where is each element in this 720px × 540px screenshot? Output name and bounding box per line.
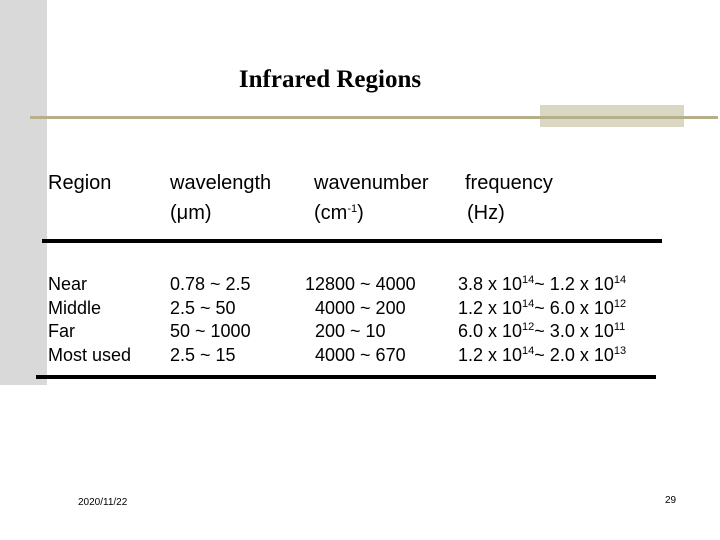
header-wavelength-label: wavelength — [170, 172, 272, 194]
freq-start-exp: 14 — [522, 297, 535, 310]
footer-date: 2020/11/22 — [78, 497, 128, 508]
freq-start: 1.2 x 10 — [458, 344, 523, 365]
freq-start-exp: 12 — [522, 321, 535, 333]
freq-end: ~ 1.2 x 10 — [534, 274, 614, 294]
header-rule — [42, 239, 662, 243]
frequency-cell: 1.2 x 1014~ 6.0 x 1012 — [458, 297, 626, 321]
wavenumber-column: 12800 ~ 4000 4000 ~ 200 200 ~ 10 4000 ~ … — [305, 273, 416, 367]
header-wavelength: wavelength (μm) — [170, 168, 271, 228]
freq-end: ~ 6.0 x 10 — [534, 297, 614, 318]
wavenumber-cell: 200 ~ 10 — [315, 321, 386, 341]
wavelength-unit-m: m — [188, 202, 205, 224]
freq-end-exp: 14 — [613, 274, 627, 286]
wavelength-cell: 2.5 ~ 15 — [170, 344, 236, 365]
freq-start: 6.0 x 10 — [458, 321, 523, 341]
wavenumber-cell: 4000 ~ 670 — [315, 344, 406, 365]
table-bottom-rule — [36, 375, 656, 379]
header-wavenumber-label: wavenumber — [314, 172, 429, 194]
header-frequency-unit: (Hz) — [467, 202, 505, 224]
freq-end: ~ 3.0 x 10 — [534, 321, 614, 341]
frequency-cell: 1.2 x 1014~ 2.0 x 1013 — [458, 344, 626, 368]
region-cell: Far — [48, 321, 75, 341]
wavenumber-cell: 12800 ~ 4000 — [305, 274, 416, 294]
wavelength-cell: 0.78 ~ 2.5 — [170, 274, 251, 294]
page-number: 29 — [665, 495, 677, 506]
freq-end-exp: 11 — [613, 321, 626, 333]
frequency-cell: 3.8 x 1014~ 1.2 x 1014 — [458, 273, 626, 297]
header-wavenumber: wavenumber (cm-1) — [314, 168, 429, 228]
freq-start: 1.2 x 10 — [458, 297, 523, 318]
wavenumber-unit-close: ) — [357, 202, 364, 224]
wavenumber-unit-base: (cm — [314, 202, 348, 224]
region-column: Near Middle Far Most used — [48, 273, 131, 367]
header-wavelength-unit: (μm) — [170, 202, 212, 224]
header-frequency: frequency (Hz) — [465, 168, 553, 228]
wavelength-cell: 2.5 ~ 50 — [170, 297, 236, 318]
header-wavenumber-unit: (cm-1) — [314, 198, 429, 228]
freq-start-exp: 14 — [522, 274, 535, 286]
freq-start: 3.8 x 10 — [458, 274, 523, 294]
wavelength-column: 0.78 ~ 2.5 2.5 ~ 50 50 ~ 1000 2.5 ~ 15 — [170, 273, 251, 367]
freq-end-exp: 13 — [613, 344, 627, 357]
frequency-cell: 6.0 x 1012~ 3.0 x 1011 — [458, 320, 626, 344]
slide-title: Infrared Regions — [238, 66, 422, 93]
wavenumber-cell: 4000 ~ 200 — [315, 297, 406, 318]
header-frequency-label: frequency — [465, 172, 553, 194]
mu-symbol: μ — [176, 202, 189, 224]
wavelength-cell: 50 ~ 1000 — [170, 321, 251, 341]
freq-end: ~ 2.0 x 10 — [534, 344, 614, 365]
left-sidebar-bar — [0, 0, 47, 385]
wavenumber-unit-exp: -1 — [347, 203, 358, 215]
region-cell: Near — [48, 274, 88, 294]
title-divider-line — [30, 116, 718, 119]
region-cell: Middle — [48, 297, 102, 318]
frequency-column: 3.8 x 1014~ 1.2 x 1014 1.2 x 1014~ 6.0 x… — [458, 273, 626, 367]
header-region: Region — [48, 172, 112, 194]
region-cell: Most used — [48, 344, 132, 365]
freq-end-exp: 12 — [613, 297, 627, 310]
freq-start-exp: 14 — [522, 344, 535, 357]
